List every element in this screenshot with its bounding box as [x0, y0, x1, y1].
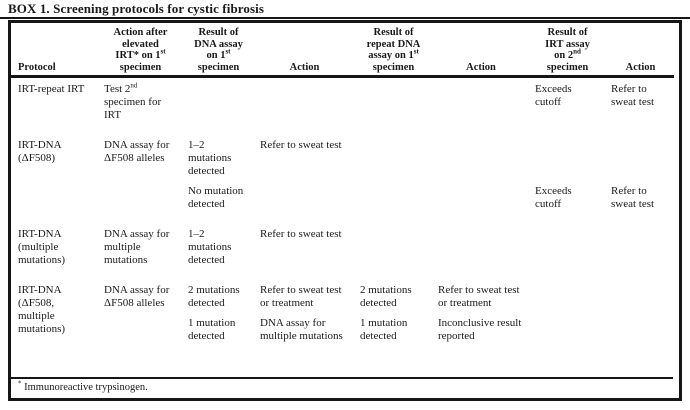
header-line: specimen [546, 61, 589, 73]
footnote-text: Immunoreactive trypsinogen. [24, 382, 148, 393]
cell-action-2: Refer to sweat test or treatment [438, 284, 520, 309]
header-line-text: IRT* on 1 [115, 50, 161, 61]
cell-action-2: Inconclusive result reported [438, 317, 522, 342]
cell-action-1: Refer to sweat test or treatment [260, 284, 342, 309]
header-line: on 1st [188, 47, 249, 62]
cell-action-after-irt: Test 2nd specimen for IRT [97, 77, 181, 123]
cell-action-after-irt [97, 178, 181, 211]
header-line: DNA assay [194, 38, 243, 50]
header-line: assay on 1st [360, 47, 427, 62]
cell-irt-2nd-result: Exceeds cutoff [535, 185, 572, 210]
box-title: BOX 1. Screening protocols for cystic fi… [8, 1, 265, 16]
cell-repeat-dna-result: 2 mutations detected [360, 284, 412, 309]
header-action-after-irt: Action after elevated IRT* on 1st specim… [97, 23, 181, 78]
header-line: IRT assay [545, 38, 590, 50]
header-line: on 2nd [535, 47, 600, 62]
header-line: specimen [119, 61, 162, 73]
header-line: IRT* on 1st [104, 47, 177, 62]
row-irt-dna-f508-no-mutation: No mutation detected Exceeds cutoff Refe… [11, 178, 674, 211]
cell-action-3 [604, 122, 674, 178]
cell-irt-2nd-result [528, 211, 604, 267]
cell-protocol: IRT-DNA (ΔF508) [18, 139, 61, 164]
header-protocol: Protocol [11, 23, 97, 78]
cell-action-3 [604, 310, 674, 343]
cell-action-2 [431, 77, 528, 123]
header-repeat-dna-result: Result of repeat DNA assay on 1st specim… [353, 23, 431, 78]
screening-protocols-table: Protocol Action after elevated IRT* on 1… [11, 23, 674, 343]
ordinal-superscript: st [225, 47, 231, 56]
cell-protocol: IRT-DNA (multiple mutations) [18, 228, 66, 266]
row-irt-dna-f508-multiple-1-mutation: 1 mutation detected DNA assay for multip… [11, 310, 674, 343]
header-line: Result of [547, 27, 588, 38]
ordinal-superscript: st [160, 47, 166, 56]
cell-dna-result-1st: No mutation detected [188, 185, 244, 210]
cell-action-1 [253, 178, 353, 211]
cell-action-2 [431, 211, 528, 267]
cell-dna-result-1st: 2 mutations detected [188, 284, 240, 309]
header-line: elevated [122, 38, 159, 50]
cell-action-after-irt: DNA assay for ΔF508 alleles [104, 139, 170, 164]
header-action-3: Action [604, 23, 674, 78]
header-line: specimen [372, 61, 415, 73]
row-irt-dna-f508: IRT-DNA (ΔF508) DNA assay for ΔF508 alle… [11, 122, 674, 178]
header-line-text: on 2 [554, 50, 574, 61]
cell-protocol [11, 178, 97, 211]
row-irt-repeat: IRT-repeat IRT Test 2nd specimen for IRT… [11, 77, 674, 123]
cell-text: Test 2 [104, 83, 131, 95]
cell-action-after-irt [97, 310, 181, 343]
cell-action-3: Refer to sweat test [611, 185, 655, 210]
header-line-text: on 1 [206, 50, 226, 61]
header-row: Protocol Action after elevated IRT* on 1… [11, 23, 674, 78]
header-line: Result of [198, 27, 239, 38]
cell-dna-result-1st [181, 77, 253, 123]
screening-protocols-box: Protocol Action after elevated IRT* on 1… [8, 20, 682, 401]
cell-action-1: DNA assay for multiple mutations [260, 317, 343, 342]
cell-repeat-dna-result [353, 178, 431, 211]
header-line: repeat DNA [366, 38, 421, 50]
cell-action-1: Refer to sweat test [260, 228, 342, 240]
cell-irt-2nd-result: Exceeds cutoff [535, 83, 572, 108]
cell-dna-result-1st: 1–2 mutations detected [188, 139, 232, 177]
header-line: specimen [197, 61, 240, 73]
cell-repeat-dna-result [353, 211, 431, 267]
cell-repeat-dna-result [353, 122, 431, 178]
cell-dna-result-1st: 1–2 mutations detected [188, 228, 232, 266]
cell-action-2 [431, 122, 528, 178]
header-dna-result-1st: Result of DNA assay on 1st specimen [181, 23, 253, 78]
header-action-2: Action [431, 23, 528, 78]
cell-repeat-dna-result [353, 77, 431, 123]
cell-text: specimen for IRT [104, 96, 162, 121]
cell-action-3: Refer to sweat test [611, 83, 655, 108]
ordinal-superscript: st [413, 47, 419, 56]
row-irt-dna-f508-multiple: IRT-DNA (ΔF508, multiple mutations) DNA … [11, 267, 674, 335]
ordinal-superscript: nd [573, 47, 581, 56]
cell-protocol: IRT-repeat IRT [18, 83, 85, 95]
cell-protocol: IRT-DNA (ΔF508, multiple mutations) [18, 284, 66, 335]
header-irt-2nd-result: Result of IRT assay on 2nd specimen [528, 23, 604, 78]
title-underline-rule [0, 17, 690, 19]
footnote-asterisk: * [18, 379, 22, 388]
cell-irt-2nd-result [528, 122, 604, 178]
header-line: Result of [373, 27, 414, 38]
header-line-text: assay on 1 [368, 50, 414, 61]
cell-action-2 [431, 178, 528, 211]
cell-irt-2nd-result [528, 267, 604, 310]
cell-dna-result-1st: 1 mutation detected [188, 317, 236, 342]
header-action-1: Action [253, 23, 353, 78]
cell-action-after-irt: DNA assay for multiple mutations [104, 228, 170, 266]
ordinal-superscript: nd [130, 81, 138, 90]
footnote: * Immunoreactive trypsinogen. [11, 377, 673, 398]
cell-irt-2nd-result [528, 310, 604, 343]
cell-action-3 [604, 267, 674, 310]
row-irt-dna-multiple: IRT-DNA (multiple mutations) DNA assay f… [11, 211, 674, 267]
cell-repeat-dna-result: 1 mutation detected [360, 317, 408, 342]
cell-action-3 [604, 211, 674, 267]
cell-action-1 [253, 77, 353, 123]
cell-action-after-irt: DNA assay for ΔF508 alleles [104, 284, 170, 309]
cell-action-1: Refer to sweat test [260, 139, 342, 151]
header-line: Action after [113, 27, 168, 38]
